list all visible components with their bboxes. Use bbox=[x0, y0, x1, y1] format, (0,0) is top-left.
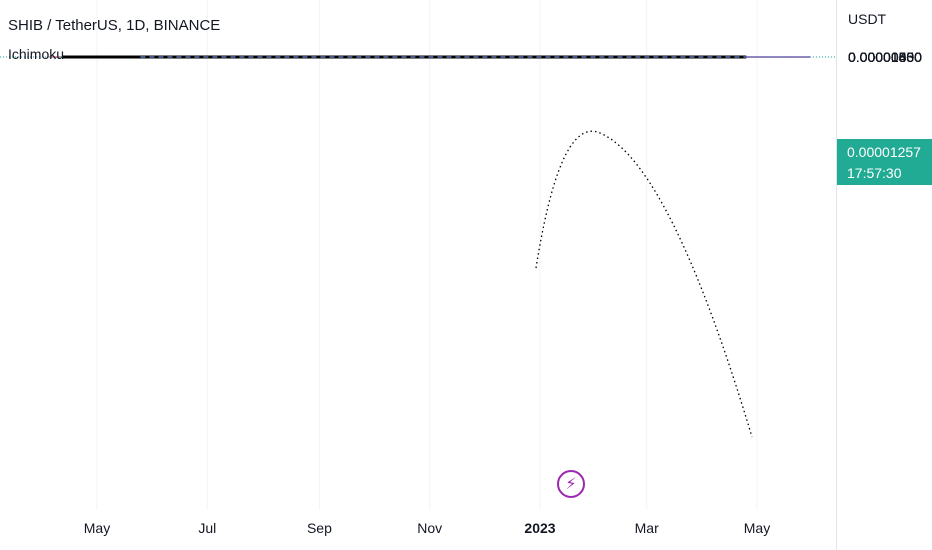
projection-curve bbox=[535, 130, 753, 438]
price-tick-label: 0.00001000 bbox=[848, 49, 922, 65]
price-tick-label: 0.00000800 bbox=[848, 49, 922, 65]
price-tick-label: 0.00001400 bbox=[848, 49, 922, 65]
current-price-value: 0.00001257 bbox=[847, 144, 921, 160]
price-axis-divider bbox=[836, 0, 837, 550]
price-tick-label: 0.00000400 bbox=[848, 49, 922, 65]
time-tick-label: May bbox=[743, 520, 771, 536]
price-unit[interactable]: USDT bbox=[848, 11, 887, 27]
symbol-title[interactable]: SHIB / TetherUS, 1D, BINANCE bbox=[8, 17, 221, 34]
time-tick-label: Jul bbox=[198, 520, 217, 536]
price-tick-label: 0.00000500 bbox=[848, 49, 922, 65]
time-tick-label: Nov bbox=[417, 520, 443, 536]
current-price-label: 0.00001257 17:57:30 bbox=[837, 139, 932, 185]
price-tick-label: 0.00001800 bbox=[848, 49, 922, 65]
candle-body bbox=[60, 56, 62, 58]
projection-path bbox=[535, 130, 753, 438]
time-tick-label: 2023 bbox=[524, 520, 556, 536]
time-tick-label: Sep bbox=[306, 520, 332, 536]
price-tick-label: 0.00000330 bbox=[848, 49, 922, 65]
indicator-label[interactable]: Ichimoku bbox=[8, 46, 65, 62]
candle-body bbox=[58, 56, 60, 58]
time-tick-label: Mar bbox=[634, 520, 659, 536]
time-tick-label: May bbox=[83, 520, 111, 536]
lightning-bolt-icon[interactable]: ⚡ bbox=[557, 470, 585, 498]
grid-lines bbox=[0, 0, 836, 510]
price-tick-label: 0.00000650 bbox=[848, 49, 922, 65]
candle-body bbox=[56, 56, 58, 58]
candle-body bbox=[54, 56, 57, 58]
bar-countdown: 17:57:30 bbox=[847, 165, 902, 181]
